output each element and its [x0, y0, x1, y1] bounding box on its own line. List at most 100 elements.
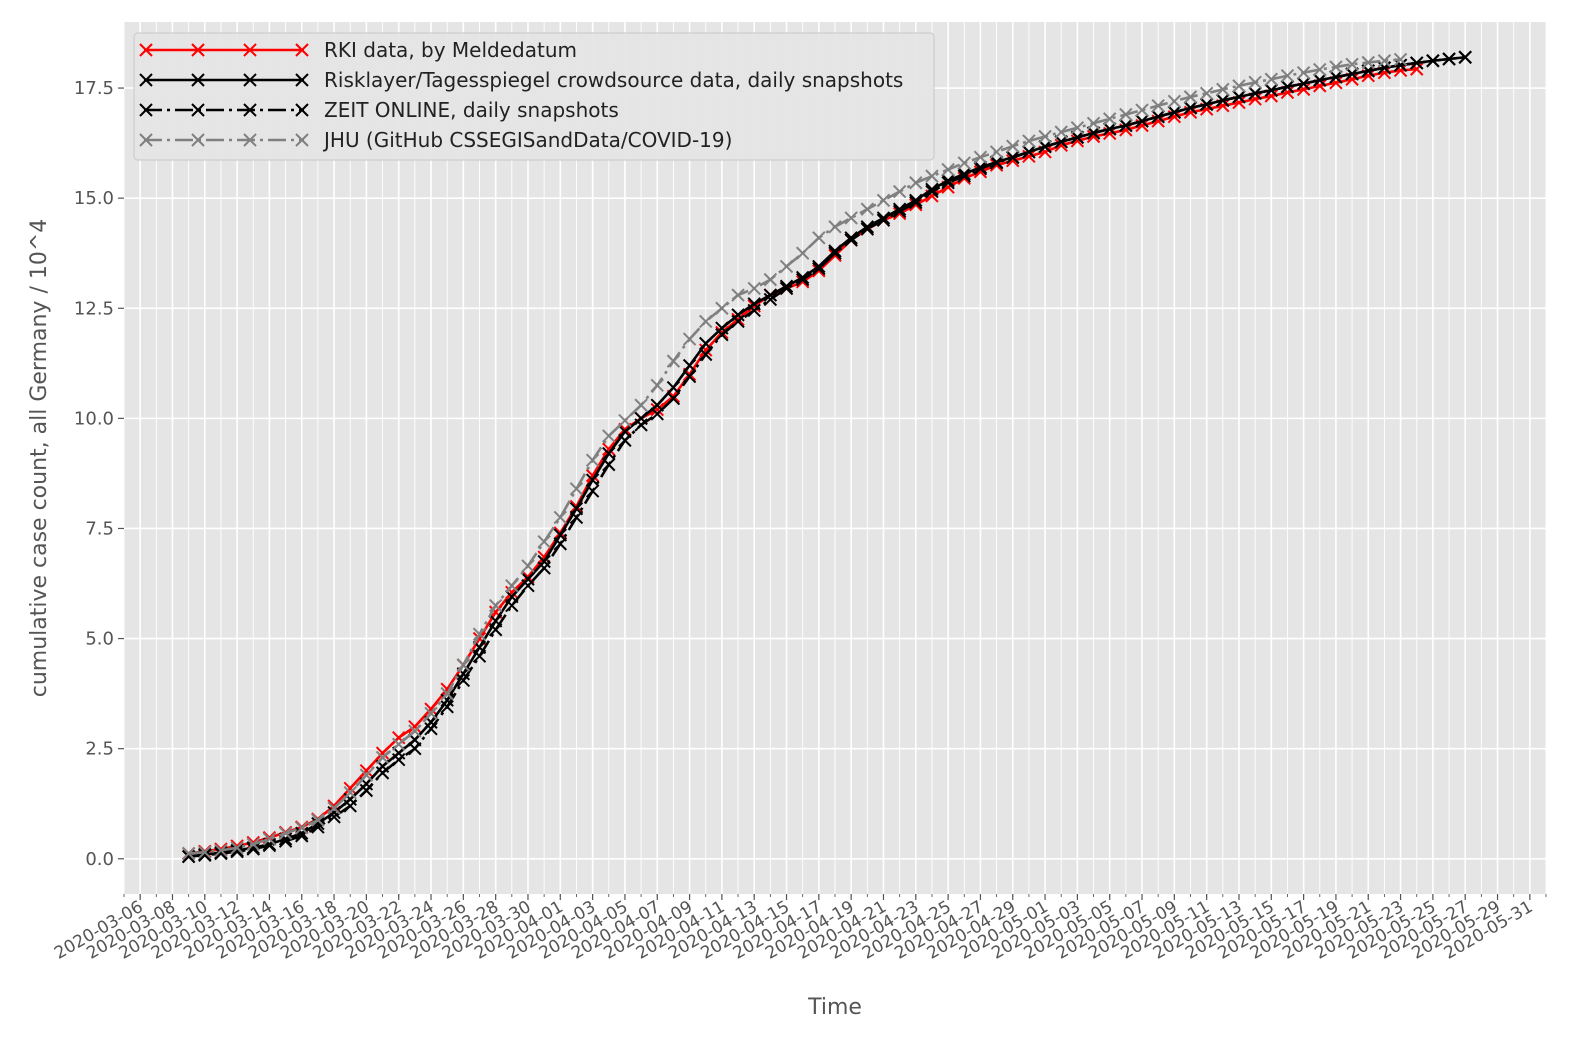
data-point [1006, 139, 1020, 153]
legend-box [133, 32, 935, 161]
y-tick-label: 7.5 [85, 518, 114, 539]
data-point [1086, 126, 1101, 140]
series-3 [181, 52, 1408, 861]
legend-entry: ZEIT ONLINE, daily snapshots [139, 98, 619, 122]
data-point [408, 741, 422, 756]
legend-marker [139, 43, 153, 57]
data-point [488, 598, 503, 613]
data-point [699, 314, 713, 329]
data-point [440, 700, 454, 714]
data-point [731, 314, 745, 329]
data-point [1232, 90, 1246, 104]
data-point [682, 332, 697, 346]
data-point [1119, 118, 1133, 133]
data-point [359, 783, 374, 798]
data-point [440, 686, 454, 701]
data-point [198, 845, 212, 859]
data-point [844, 233, 858, 247]
data-point [892, 204, 907, 219]
y-tick-label: 5.0 [85, 629, 114, 650]
data-point [1054, 125, 1068, 139]
data-point [343, 781, 357, 796]
data-point [246, 837, 260, 851]
data-point [989, 145, 1004, 159]
legend-marker [191, 73, 205, 87]
data-point [391, 752, 406, 767]
data-point [1313, 62, 1327, 77]
data-point [585, 473, 600, 487]
data-point [1345, 57, 1359, 71]
data-point [682, 358, 697, 373]
data-point [456, 658, 471, 672]
data-point [1151, 109, 1165, 124]
data-point [973, 150, 988, 164]
data-point [1022, 145, 1036, 159]
data-point [488, 623, 503, 637]
data-point [812, 231, 826, 245]
data-point [375, 766, 390, 780]
data-point [779, 259, 794, 274]
data-point [1393, 58, 1408, 72]
y-tick-label: 17.5 [74, 78, 114, 99]
data-point [763, 292, 778, 307]
data-point [391, 737, 406, 751]
data-point [1248, 75, 1262, 90]
data-point [1006, 150, 1020, 165]
data-point [1167, 105, 1182, 119]
data-point [343, 799, 357, 813]
data-point [537, 561, 551, 575]
data-point [1232, 79, 1246, 93]
data-point [1296, 76, 1311, 91]
data-point [1070, 130, 1085, 145]
legend-marker [243, 133, 257, 147]
data-point [909, 195, 923, 210]
data-point [602, 442, 616, 456]
data-point [295, 826, 309, 840]
data-point [812, 259, 826, 274]
data-point [1313, 73, 1327, 87]
data-point [860, 222, 875, 236]
data-point [715, 327, 729, 342]
data-point [1216, 93, 1230, 108]
legend: RKI data, by Meldedatum Risklayer/Tagessp… [133, 32, 935, 161]
data-point [876, 213, 891, 227]
y-tick-label: 15.0 [74, 188, 114, 209]
data-point [1410, 62, 1424, 76]
data-point [1102, 112, 1117, 126]
data-point [472, 649, 487, 663]
legend-label: RKI data, by Meldedatum [324, 38, 577, 62]
legend-marker [191, 43, 205, 57]
data-point [763, 288, 778, 302]
data-point [311, 813, 325, 827]
data-point [1151, 98, 1165, 113]
data-point [521, 579, 535, 593]
data-point [1086, 116, 1101, 131]
y-tick-label: 12.5 [74, 298, 114, 319]
data-point [1038, 139, 1052, 154]
data-point [666, 354, 681, 368]
data-point [1183, 90, 1198, 104]
data-point [408, 724, 422, 738]
data-point [246, 842, 260, 856]
data-point [569, 482, 584, 496]
data-point [699, 347, 713, 362]
data-point [1393, 52, 1408, 67]
data-point [892, 202, 907, 216]
data-point [1410, 56, 1424, 70]
data-point [715, 301, 729, 315]
data-point [1135, 114, 1149, 128]
grid [123, 22, 1547, 894]
data-point [1296, 65, 1311, 80]
legend-marker [191, 103, 205, 117]
data-point [1442, 52, 1456, 66]
data-point [666, 391, 681, 406]
data-point [278, 826, 293, 840]
data-point [1183, 101, 1198, 115]
data-point [602, 446, 616, 461]
data-point [230, 841, 244, 855]
data-point [747, 303, 761, 318]
data-point [181, 846, 196, 861]
data-point [1361, 55, 1375, 70]
data-point [989, 156, 1004, 170]
